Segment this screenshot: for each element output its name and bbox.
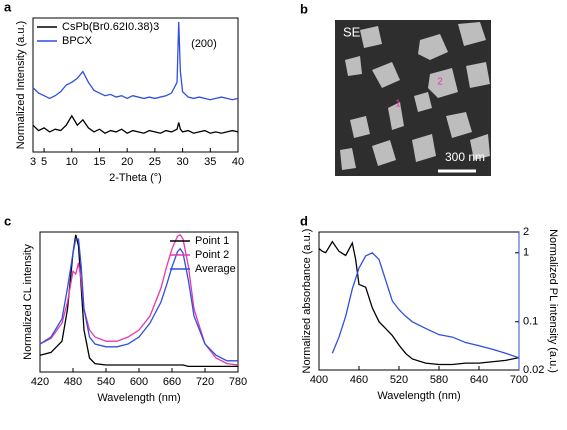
point-label: 1 <box>395 99 401 110</box>
annotation: (200) <box>191 38 217 50</box>
image-background <box>335 20 491 176</box>
x-tick-label: 15 <box>93 156 105 168</box>
legend-label: Point 2 <box>195 249 229 261</box>
y2-tick-label: 0.1 <box>523 316 538 328</box>
y2-axis-title: Normalized PL intensity (a.u.) <box>547 229 559 373</box>
y2-tick-label: 2 <box>523 226 529 238</box>
x-tick-label: 600 <box>130 376 148 388</box>
series-line <box>331 251 520 359</box>
legend-label: CsPb(Br0.62I0.38)3 <box>62 21 159 33</box>
x-tick-label: 460 <box>350 374 368 386</box>
x-tick-label: 480 <box>64 376 82 388</box>
x-tick-label: 580 <box>430 374 448 386</box>
x-tick-label: 720 <box>196 376 214 388</box>
x-axis-title: Wavelength (nm) <box>97 392 180 404</box>
legend-label: Average <box>195 263 236 275</box>
series-line <box>32 114 239 134</box>
x-tick-label: 400 <box>310 374 328 386</box>
x-axis-title: 2-Theta (°) <box>109 172 162 184</box>
y2-tick-label: 1 <box>523 247 529 259</box>
x-tick-label: 3 <box>30 156 36 168</box>
x-tick-label: 25 <box>149 156 161 168</box>
x-tick-label: 20 <box>121 156 133 168</box>
detector-label: SE <box>343 24 361 39</box>
x-tick-label: 30 <box>176 156 188 168</box>
x-tick-label: 520 <box>390 374 408 386</box>
y-axis-title: Normalized Intensity (a.u.) <box>15 21 27 149</box>
point-label: 2 <box>437 77 443 88</box>
panel-label: a <box>4 0 12 14</box>
series-line <box>32 21 239 101</box>
x-tick-label: 40 <box>232 156 244 168</box>
scale-bar-label: 300 nm <box>445 150 485 164</box>
series-line <box>39 233 239 366</box>
series-line <box>318 240 520 366</box>
panel-label: c <box>4 213 11 228</box>
panel-label: b <box>300 1 308 16</box>
x-tick-label: 780 <box>229 376 247 388</box>
panel-label: d <box>300 213 308 228</box>
x-tick-label: 700 <box>510 374 528 386</box>
series-line <box>39 238 238 362</box>
x-tick-label: 420 <box>31 376 49 388</box>
x-tick-label: 5 <box>41 156 47 168</box>
sem-image: SE 300 nm 1 2 <box>335 20 491 176</box>
plot-frame <box>32 17 239 153</box>
x-tick-label: 640 <box>470 374 488 386</box>
legend-label: Point 1 <box>195 235 229 247</box>
x-tick-label: 10 <box>66 156 78 168</box>
y2-tick-label: 0.02 <box>523 364 544 376</box>
x-tick-label: 660 <box>163 376 181 388</box>
y-axis-title: Normalized absorbance (a.u.) <box>301 229 313 374</box>
x-axis-title: Wavelength (nm) <box>377 390 460 402</box>
y-axis-title: Normalized CL intensity <box>22 244 34 360</box>
x-tick-label: 35 <box>204 156 216 168</box>
x-tick-label: 540 <box>97 376 115 388</box>
image-grains <box>340 22 490 170</box>
legend-label: BPCX <box>62 35 93 47</box>
